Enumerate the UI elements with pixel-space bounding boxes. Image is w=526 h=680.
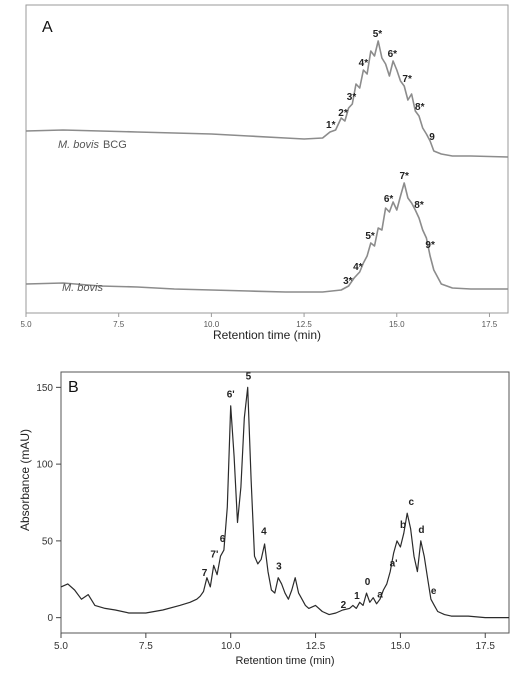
series-label-bcg-italic: M. bovis: [58, 139, 99, 151]
peak-label: 6*: [388, 49, 398, 60]
peak-label: b: [400, 520, 406, 531]
panel-b-x-tick-label: 7.5: [139, 641, 153, 652]
peak-label: 3*: [347, 92, 357, 103]
panel-a-x-tick-label: 17.5: [482, 320, 498, 329]
trace-line-bcg: [25, 40, 509, 158]
panel-b-y-tick-label: 50: [42, 536, 54, 547]
panel-a-x-tick-label: 5.0: [20, 320, 32, 329]
peak-label: 8*: [414, 200, 424, 211]
series-label-bcg: M. bovis BCG: [58, 139, 127, 151]
peak-label: 6': [227, 390, 235, 401]
peak-label: 1*: [326, 120, 336, 131]
peak-label: e: [431, 586, 437, 597]
peak-label: 7*: [399, 171, 409, 182]
series-label-bcg-suffix: BCG: [103, 139, 127, 151]
peak-label: 4*: [353, 262, 363, 273]
panel-a-x-tick-label: 7.5: [113, 320, 125, 329]
peak-label: 2: [341, 600, 347, 611]
panel-b-y-tick-label: 150: [36, 383, 53, 394]
peak-label: a: [377, 589, 383, 600]
panel-a-x-tick-label: 10.0: [204, 320, 220, 329]
peak-label: d: [418, 525, 424, 536]
peak-label: 7*: [402, 74, 412, 85]
panel-a-x-axis-title: Retention time (min): [213, 328, 321, 342]
panel-a: A 5.0 7.5 10.0 12.5 15.0 17.5 1*2*3*4*5*6*7*8…: [20, 4, 509, 342]
panel-b-y-axis-title: Absorbance (mAU): [18, 429, 32, 531]
panel-b-x-tick-label: 15.0: [391, 641, 411, 652]
panel-b-y-ticks: 0 50 100 150: [36, 383, 61, 624]
trace-line-bovis: [25, 182, 508, 293]
peak-label: 5*: [373, 29, 383, 40]
peak-label: 4: [261, 526, 267, 537]
peak-label: 9*: [425, 240, 435, 251]
panel-a-x-tick-label: 12.5: [296, 320, 312, 329]
peak-label: 7': [210, 549, 218, 560]
panel-b-y-tick-label: 0: [47, 613, 53, 624]
peak-label: 6*: [384, 194, 394, 205]
peak-label: 7: [202, 568, 208, 579]
series-label-bovis: M. bovis: [62, 282, 103, 294]
peak-label: c: [408, 497, 414, 508]
peak-label: 6: [220, 534, 226, 545]
panel-b-frame: [60, 371, 510, 634]
panel-b-x-ticks: 5.0 7.5 10.0 12.5 15.0 17.5: [54, 633, 495, 652]
panel-b-label: B: [68, 379, 79, 396]
panel-b-x-axis-title: Retention time (min): [235, 655, 334, 667]
panel-b-traces: [60, 386, 509, 619]
panel-a-x-tick-label: 15.0: [389, 320, 405, 329]
trace-line-b: [60, 386, 509, 619]
panel-b-x-tick-label: 12.5: [306, 641, 326, 652]
peak-label: 5*: [365, 231, 375, 242]
panel-b-x-tick-label: 17.5: [476, 641, 496, 652]
peak-label: 3*: [343, 276, 353, 287]
panel-b-y-tick-label: 100: [36, 460, 53, 471]
panel-a-frame: [25, 4, 509, 314]
series-label-bovis-italic: M. bovis: [62, 282, 103, 294]
peak-label: 5: [246, 371, 252, 382]
panel-b-x-tick-label: 5.0: [54, 641, 68, 652]
panel-a-traces: [25, 40, 509, 293]
peak-label: 2*: [338, 108, 348, 119]
peak-label: 8*: [415, 102, 425, 113]
panel-b-x-tick-label: 10.0: [221, 641, 241, 652]
panel-a-label: A: [42, 19, 53, 36]
peak-label: 1: [354, 591, 360, 602]
peak-label: 4*: [359, 58, 369, 69]
panel-a-x-ticks: 5.0 7.5 10.0 12.5 15.0 17.5: [20, 313, 498, 329]
peak-label: a': [390, 559, 398, 570]
peak-label: 9: [429, 132, 435, 143]
peak-label: 3: [276, 562, 282, 573]
panel-a-peak-labels: 1*2*3*4*5*6*7*8*93*4*5*6*7*8*9*: [326, 29, 435, 287]
peak-label: 0: [365, 577, 371, 588]
